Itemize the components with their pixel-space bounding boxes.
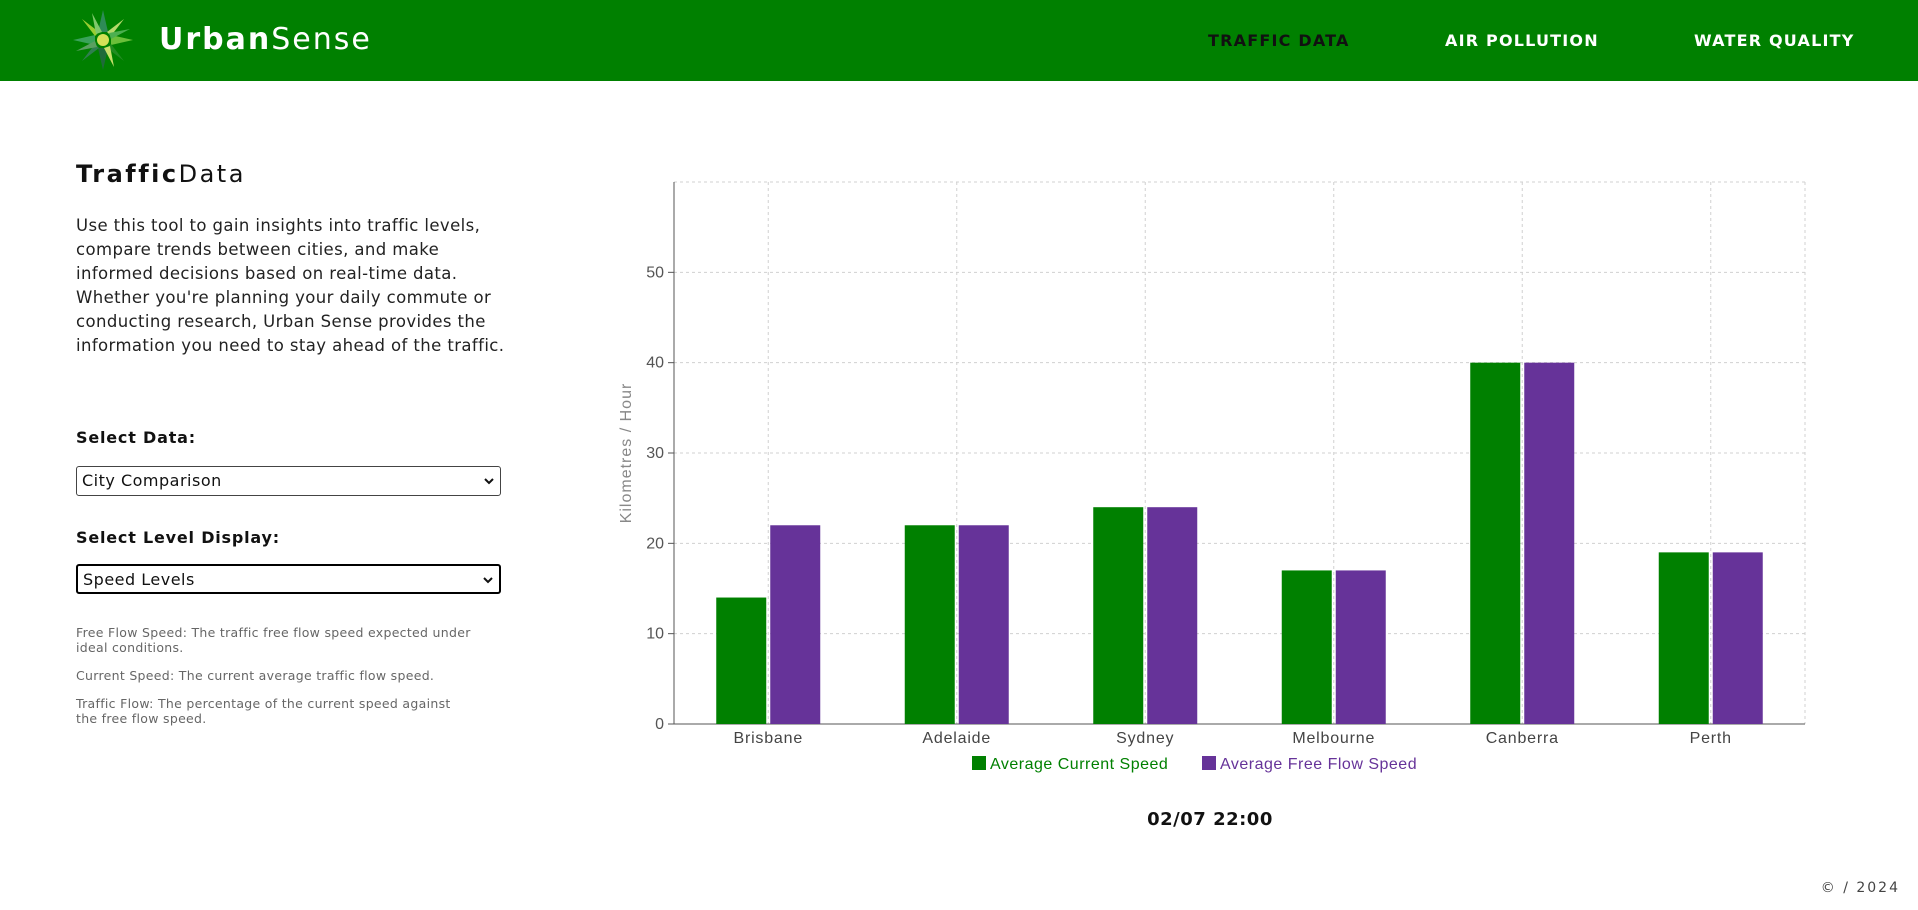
y-tick-label: 50 — [646, 264, 664, 281]
select-level-dropdown[interactable]: Speed Levels — [76, 564, 501, 594]
select-data-label: Select Data: — [76, 428, 196, 447]
note-free-flow: Free Flow Speed: The traffic free flow s… — [76, 625, 471, 655]
intro-text: Use this tool to gain insights into traf… — [76, 216, 505, 355]
select-level-label: Select Level Display: — [76, 528, 280, 547]
bar-freeflow-sydney — [1147, 507, 1198, 724]
footer-copyright: © / 2024 — [1820, 880, 1900, 896]
bar-freeflow-canberra — [1524, 362, 1575, 724]
bar-current-perth — [1658, 552, 1709, 724]
bar-freeflow-perth — [1712, 552, 1763, 724]
bar-current-melbourne — [1281, 570, 1332, 724]
note-current-speed: Current Speed: The current average traff… — [76, 668, 435, 683]
select-data-dropdown[interactable]: City Comparison — [76, 466, 501, 496]
legend-label: Average Free Flow Speed — [1220, 756, 1417, 773]
chevron-down-icon — [483, 577, 493, 584]
top-header: UrbanSense TRAFFIC DATA AIR POLLUTION WA… — [0, 0, 1918, 81]
x-tick-label: Canberra — [1486, 730, 1559, 747]
speed-bar-chart: 0 10 20 30 40 50 Kilometres / Hour Brisbane Adel… — [600, 160, 1830, 800]
bar-current-canberra — [1470, 362, 1521, 724]
bar-freeflow-brisbane — [770, 525, 821, 724]
nav-traffic-data[interactable]: TRAFFIC DATA — [1208, 31, 1350, 50]
bar-current-sydney — [1093, 507, 1144, 724]
note-traffic-flow: Traffic Flow: The percentage of the curr… — [76, 696, 451, 726]
legend-swatch — [1202, 756, 1216, 770]
select-data-value: City Comparison — [82, 471, 222, 490]
x-tick-label: Perth — [1690, 730, 1732, 747]
y-tick-label: 20 — [646, 535, 664, 552]
bar-current-adelaide — [904, 525, 955, 724]
brand-name[interactable]: UrbanSense — [159, 22, 372, 57]
y-tick-label: 30 — [646, 445, 664, 462]
urbansense-logo[interactable] — [70, 6, 136, 74]
x-tick-label: Adelaide — [922, 730, 991, 747]
x-tick-label: Sydney — [1116, 730, 1174, 747]
page-title: TrafficData — [76, 160, 246, 188]
bar-freeflow-adelaide — [958, 525, 1009, 724]
y-tick-label: 10 — [646, 626, 664, 643]
chart-svg: 0 10 20 30 40 50 Kilometres / Hour Brisbane Adel… — [618, 181, 1806, 773]
nav-water-quality[interactable]: WATER QUALITY — [1694, 31, 1855, 50]
y-tick-label: 40 — [646, 355, 664, 372]
nav-air-pollution[interactable]: AIR POLLUTION — [1445, 31, 1599, 50]
y-axis-label: Kilometres / Hour — [618, 383, 635, 524]
bar-current-brisbane — [716, 597, 767, 724]
bar-freeflow-melbourne — [1335, 570, 1386, 724]
chevron-down-icon — [484, 478, 494, 485]
data-timestamp: 02/07 22:00 — [1147, 809, 1273, 830]
y-tick-label: 0 — [655, 716, 664, 733]
x-tick-label: Brisbane — [733, 730, 803, 747]
select-level-value: Speed Levels — [83, 570, 195, 589]
legend-label: Average Current Speed — [990, 756, 1168, 773]
x-tick-label: Melbourne — [1292, 730, 1375, 747]
leaf-logo-icon — [73, 10, 133, 70]
legend-swatch — [972, 756, 986, 770]
